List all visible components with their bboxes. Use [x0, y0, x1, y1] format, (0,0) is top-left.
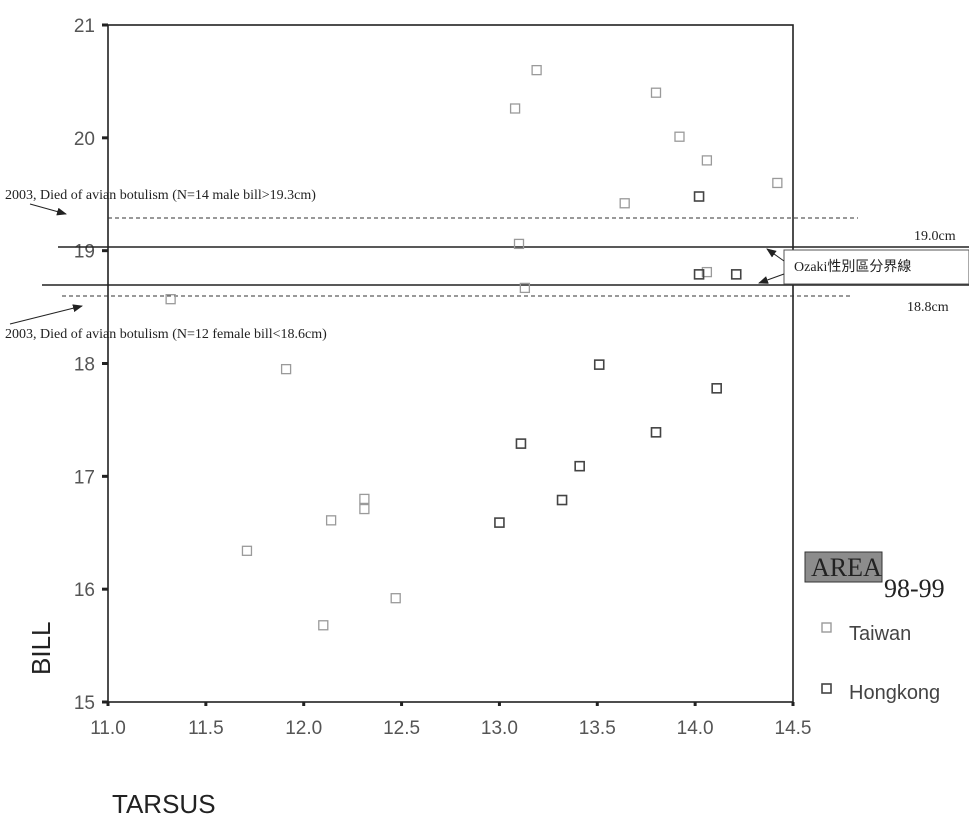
legend-label-hongkong: Hongkong: [849, 682, 940, 704]
boundary-label: Ozaki性別區分界線: [794, 259, 911, 275]
x-tick-label: 14.0: [677, 718, 714, 739]
legend-marker-hongkong: [821, 683, 832, 694]
legend-title-box: [804, 551, 883, 583]
legend-title: AREA: [811, 553, 882, 582]
legend: AREA 98-99 Taiwan Hongkong: [804, 551, 945, 704]
point-taiwan: [165, 294, 176, 305]
point-taiwan: [280, 363, 292, 375]
x-tick-label: 11.5: [188, 718, 224, 739]
series-hongkong: [494, 191, 742, 528]
point-hongkong: [711, 383, 722, 394]
point-taiwan: [318, 620, 329, 631]
point-taiwan: [674, 131, 685, 142]
point-taiwan: [325, 515, 337, 526]
point-taiwan: [390, 593, 401, 604]
point-hongkong: [593, 359, 605, 370]
plot-frame: [107, 24, 794, 703]
y-axis-ticks: 15 16 17 18 19 20 21: [74, 16, 108, 714]
x-tick-label: 12.5: [383, 718, 420, 739]
male-annotation-arrow: [29, 203, 67, 216]
boundary-arrow-up: [766, 248, 785, 262]
y-tick-label: 15: [74, 693, 95, 714]
upper-boundary-label: 19.0cm: [914, 229, 956, 244]
x-tick-label: 11.0: [90, 718, 126, 739]
female-annotation: 2003, Died of avian botulism (N=12 femal…: [5, 327, 327, 342]
legend-title-extra: 98-99: [884, 574, 945, 603]
x-tick-label: 13.0: [481, 718, 518, 739]
x-tick-label: 12.0: [285, 718, 322, 739]
point-taiwan: [509, 103, 521, 114]
x-axis-ticks: 11.0 11.5 12.0 12.5 13.0 13.5 14.0 14.5: [90, 702, 811, 739]
legend-marker-taiwan: [821, 622, 832, 633]
point-taiwan: [513, 238, 525, 250]
y-tick-label: 18: [74, 355, 95, 376]
y-tick-label: 20: [74, 129, 95, 150]
point-hongkong: [693, 269, 705, 280]
point-hongkong: [730, 269, 742, 280]
point-taiwan: [772, 177, 783, 189]
point-taiwan: [619, 198, 630, 209]
point-taiwan: [241, 545, 253, 556]
point-taiwan: [650, 87, 662, 98]
male-annotation: 2003, Died of avian botulism (N=14 male …: [5, 188, 316, 203]
female-annotation-arrow: [9, 304, 83, 325]
y-tick-label: 19: [74, 242, 95, 263]
point-taiwan: [531, 64, 542, 76]
point-hongkong: [693, 191, 705, 202]
legend-label-taiwan: Taiwan: [849, 623, 911, 645]
point-taiwan: [359, 503, 370, 515]
x-tick-label: 13.5: [579, 718, 616, 739]
boundary-arrow-down: [758, 273, 785, 284]
x-tick-label: 14.5: [775, 718, 812, 739]
lower-boundary-label: 18.8cm: [907, 300, 949, 315]
point-hongkong: [556, 494, 568, 506]
x-axis-title: TARSUS: [112, 789, 216, 816]
y-tick-label: 17: [74, 467, 95, 488]
point-hongkong: [515, 438, 527, 449]
boundary-label-box: [783, 249, 969, 285]
y-tick-label: 16: [74, 580, 95, 601]
series-taiwan: [165, 64, 783, 631]
point-hongkong: [574, 460, 585, 472]
point-taiwan: [359, 493, 370, 505]
y-axis-title: BILL: [26, 622, 56, 676]
point-hongkong: [650, 427, 662, 438]
point-taiwan: [701, 155, 713, 166]
point-taiwan: [519, 282, 531, 294]
point-hongkong: [494, 517, 505, 528]
point-taiwan: [701, 266, 713, 278]
y-tick-label: 21: [74, 16, 95, 37]
